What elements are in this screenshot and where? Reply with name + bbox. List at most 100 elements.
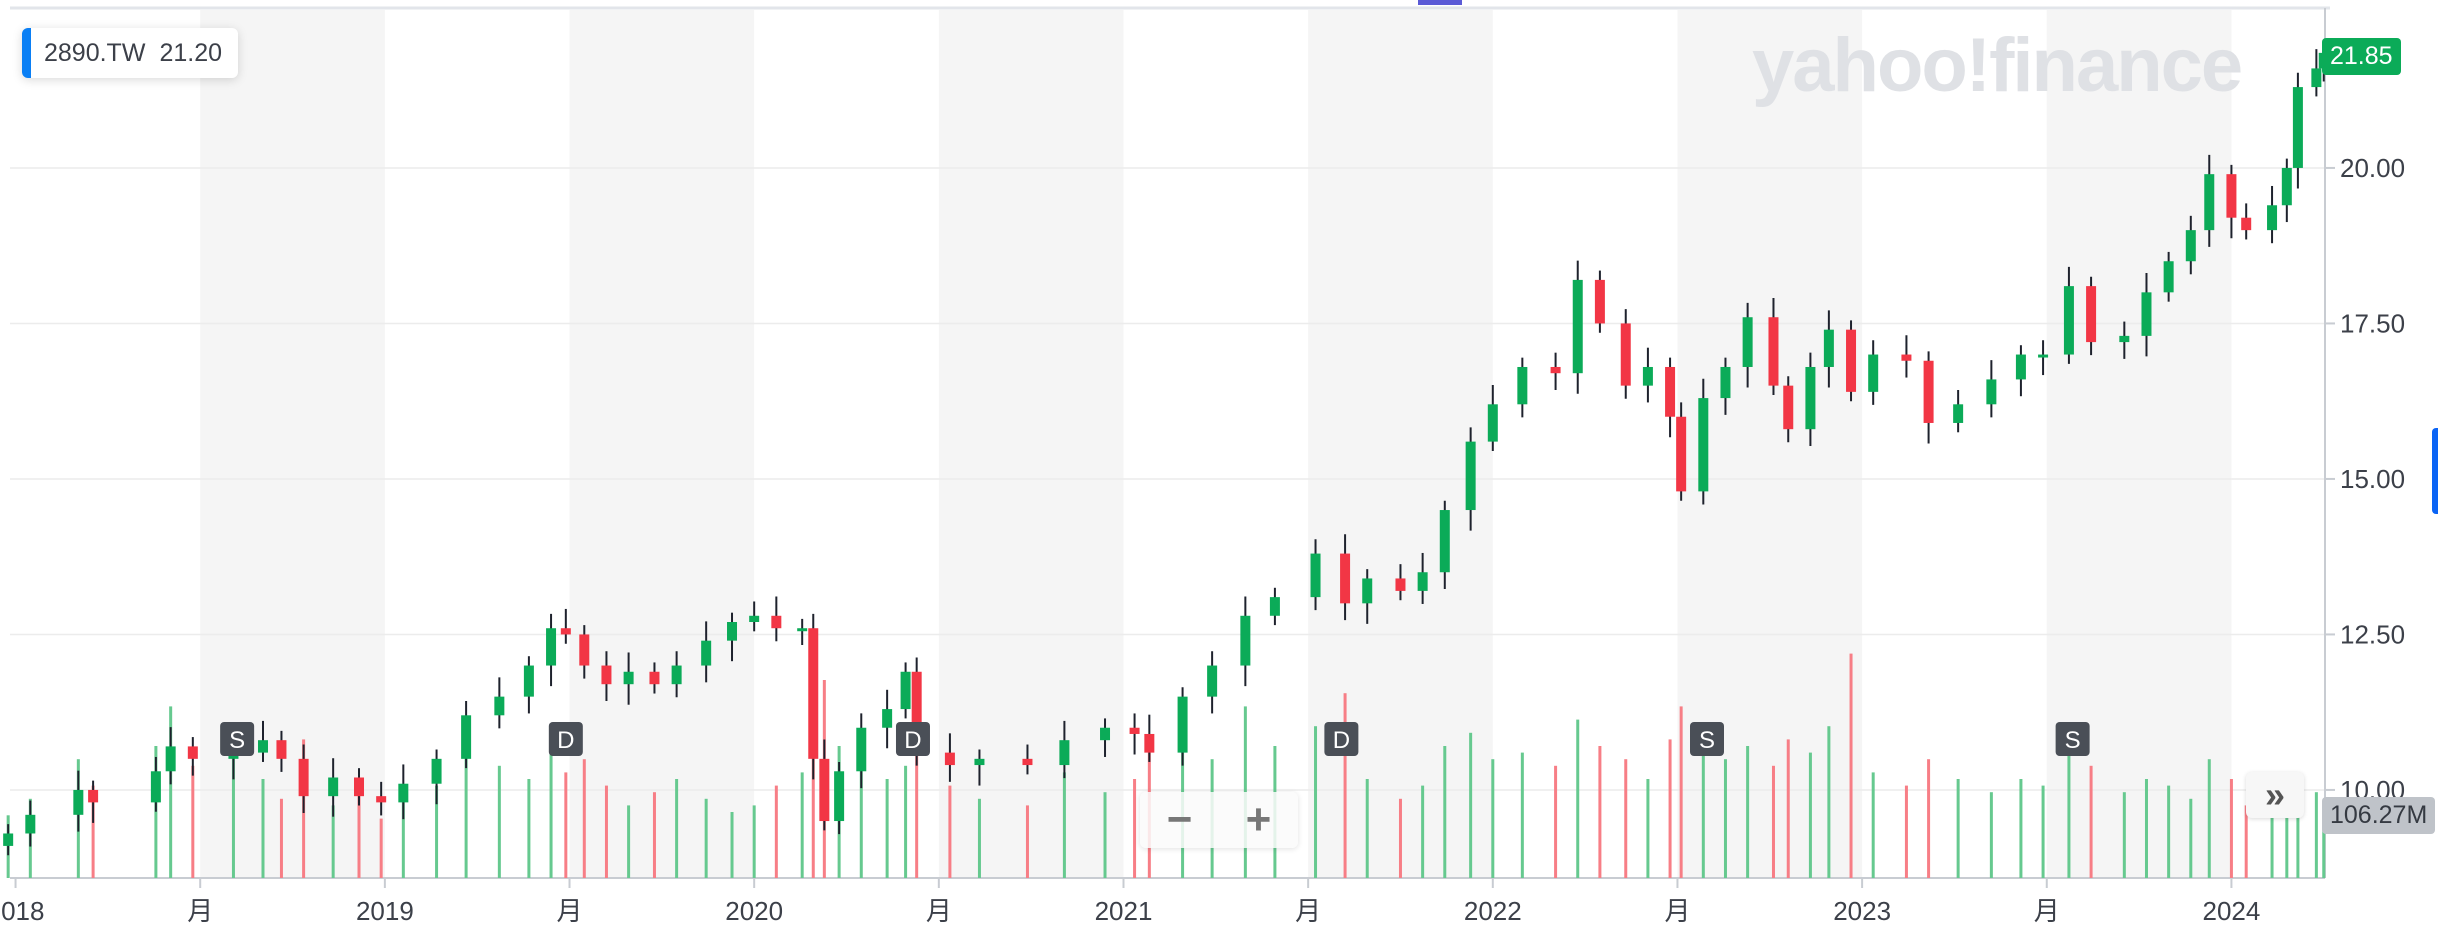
volume-bar — [1343, 693, 1347, 878]
x-axis-ticks: 2018 月 2019 月 2020 月 2021 月 2022 月 2023 月 2024 — [0, 878, 2260, 926]
scroll-to-latest-button[interactable]: » — [2246, 772, 2304, 818]
candle-body — [1022, 758, 1033, 766]
background-bands — [200, 10, 2232, 878]
volume-bar — [1827, 726, 1831, 878]
candle-body — [88, 789, 99, 803]
volume-bar — [191, 765, 195, 878]
candle-body — [1901, 354, 1912, 361]
candle-body — [1742, 317, 1753, 367]
event-marker-label: S — [1699, 727, 1715, 754]
candle-body — [649, 671, 660, 685]
candle-body — [1517, 366, 1528, 405]
candle-body — [2311, 68, 2322, 88]
volume-bar — [859, 759, 863, 878]
candle-body — [1846, 329, 1857, 392]
candle-body — [165, 746, 176, 772]
volume-bars — [6, 653, 2326, 878]
candle-body — [1269, 597, 1280, 616]
x-tick-label: 月 — [926, 896, 952, 926]
event-marker — [1324, 722, 1359, 756]
volume-bar — [652, 792, 656, 878]
volume-bar — [2122, 792, 2126, 878]
candle-body — [771, 615, 782, 629]
candle-body — [3, 833, 14, 846]
candle-body — [1395, 578, 1406, 591]
double-chevron-right-icon: » — [2264, 774, 2286, 815]
volume-bar — [1849, 653, 1853, 878]
volume-bar — [730, 812, 734, 878]
volume-bar — [1576, 719, 1580, 878]
candle-body — [2086, 286, 2097, 343]
candle-body — [1783, 385, 1794, 430]
event-marker-label: S — [2065, 727, 2081, 754]
x-tick-label: 月 — [1295, 896, 1321, 926]
zoom-in-button[interactable]: + — [1245, 795, 1272, 844]
candle-body — [1953, 404, 1964, 423]
event-marker — [548, 722, 583, 756]
volume-bar — [774, 785, 778, 878]
volume-bar — [2189, 798, 2193, 878]
candle-body — [2204, 174, 2215, 231]
volume-bar — [91, 785, 95, 878]
candle-body — [2163, 261, 2174, 293]
x-tick-label: 2021 — [1095, 896, 1153, 926]
volume-bar — [564, 772, 568, 878]
x-tick-label: 月 — [557, 896, 583, 926]
candle-body — [276, 740, 287, 759]
candle-body — [1100, 727, 1111, 741]
volume-bar — [1956, 779, 1960, 878]
volume-bar — [2067, 726, 2071, 878]
volume-bar — [1701, 732, 1705, 878]
zoom-controls: − + — [1140, 792, 1298, 848]
x-tick-label: 月 — [1664, 896, 1690, 926]
volume-bar — [1520, 752, 1524, 878]
event-marker — [2055, 722, 2090, 756]
volume-bar — [1927, 759, 1931, 878]
volume-bar — [1646, 779, 1650, 878]
x-tick-label: 月 — [187, 896, 213, 926]
volume-bar — [2244, 805, 2248, 878]
candle-body — [1805, 366, 1816, 430]
candle-body — [1550, 366, 1561, 374]
volume-bar — [331, 805, 335, 878]
candle-body — [1207, 665, 1218, 697]
candle-body — [882, 709, 893, 728]
volume-bar — [1786, 739, 1790, 878]
candle-body — [749, 615, 760, 622]
volume-bar — [1904, 785, 1908, 878]
x-tick-label: 2024 — [2203, 896, 2261, 926]
ticker-legend-chip[interactable]: 2890.TW 21.20 — [22, 28, 238, 78]
volume-bar — [2089, 765, 2093, 878]
side-panel-tab[interactable] — [2432, 428, 2438, 514]
volume-bar — [261, 779, 265, 878]
volume-bar — [1443, 746, 1447, 878]
candle-body — [328, 777, 339, 797]
volume-bar — [1062, 772, 1066, 878]
candle-body — [1698, 398, 1709, 492]
candle-body — [727, 622, 738, 641]
candle-body — [819, 758, 830, 822]
volume-bar — [948, 785, 952, 878]
y-tick-label: 17.50 — [2340, 308, 2405, 338]
volume-bar — [2041, 785, 2045, 878]
candle-body — [546, 628, 557, 666]
candle-body — [150, 771, 161, 803]
event-marker — [1690, 722, 1725, 756]
y-tick-label: 20.00 — [2340, 153, 2405, 183]
candle-body — [1129, 727, 1140, 734]
candle-body — [1768, 317, 1779, 386]
candle-body — [1340, 553, 1351, 604]
volume-bar — [1746, 746, 1750, 878]
candle-body — [1986, 379, 1997, 405]
volume-bar — [2167, 785, 2171, 878]
candle-body — [1177, 696, 1188, 753]
candle-body — [1417, 572, 1428, 591]
x-tick-label: 2020 — [725, 896, 783, 926]
candle-body — [494, 696, 505, 716]
zoom-out-button[interactable]: − — [1166, 795, 1193, 844]
last-volume-label: 106.27M — [2322, 797, 2436, 834]
volume-bar — [1624, 759, 1628, 878]
volume-bar — [1314, 726, 1318, 878]
